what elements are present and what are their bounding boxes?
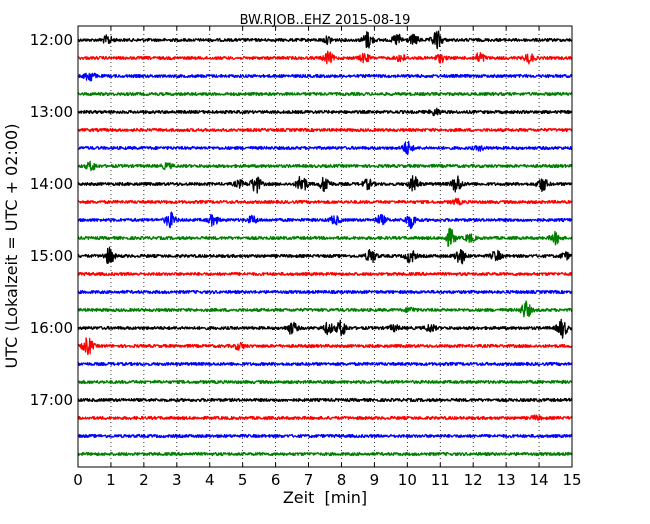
x-tick-label: 6 — [271, 471, 281, 489]
trace-row-1315 — [77, 127, 573, 133]
y-tick-label: 15:00 — [30, 247, 73, 265]
y-tick-label: 12:00 — [30, 31, 73, 49]
x-axis-ticks: 0 1 2 3 4 5 6 7 8 9 10 11 12 13 14 15 — [73, 26, 582, 489]
x-tick-label: 9 — [370, 471, 380, 489]
trace-row-1515 — [77, 271, 573, 277]
y-tick-label: 13:00 — [30, 103, 73, 121]
trace-row-1530 — [77, 289, 573, 295]
x-tick-label: 10 — [398, 471, 417, 489]
trace-row-1430 — [77, 211, 573, 230]
x-tick-label: 12 — [464, 471, 483, 489]
x-tick-label: 8 — [337, 471, 347, 489]
trace-row-1215 — [77, 50, 573, 65]
y-tick-label: 17:00 — [30, 391, 73, 409]
x-tick-label: 2 — [139, 471, 149, 489]
trace-row-1500 — [77, 246, 573, 265]
trace-row-1445 — [77, 227, 573, 247]
x-tick-label: 1 — [106, 471, 116, 489]
trace-row-1645 — [77, 379, 573, 385]
plot-frame — [77, 25, 573, 468]
trace-row-1700 — [77, 397, 573, 403]
trace-row-1600 — [77, 318, 573, 339]
trace-row-1415 — [77, 197, 573, 206]
trace-row-1630 — [77, 361, 573, 367]
trace-row-1245 — [77, 91, 573, 97]
x-tick-label: 4 — [205, 471, 215, 489]
x-tick-label: 14 — [530, 471, 549, 489]
trace-rows — [77, 30, 573, 457]
x-tick-label: 5 — [238, 471, 248, 489]
x-tick-label: 3 — [172, 471, 182, 489]
trace-row-1330 — [77, 140, 573, 156]
y-axis-label: UTC (Lokalzeit = UTC + 02:00) — [2, 124, 21, 369]
trace-row-1230 — [77, 72, 573, 82]
grid-lines — [110, 26, 540, 467]
trace-row-1545 — [77, 300, 573, 318]
trace-row-1715 — [77, 414, 573, 421]
trace-row-1615 — [77, 337, 573, 356]
x-tick-label: 7 — [304, 471, 314, 489]
trace-row-1400 — [77, 175, 573, 194]
trace-row-1200 — [77, 30, 573, 50]
x-axis-label: Zeit [min] — [283, 488, 367, 507]
x-tick-label: 11 — [431, 471, 450, 489]
x-tick-label: 15 — [562, 471, 581, 489]
trace-row-1300 — [77, 107, 573, 117]
y-tick-label: 14:00 — [30, 175, 73, 193]
trace-row-1745 — [77, 451, 573, 457]
y-tick-label: 16:00 — [30, 319, 73, 337]
y-axis-ticks: 12:00 13:00 14:00 15:00 16:00 17:00 — [30, 31, 572, 409]
x-tick-label: 13 — [497, 471, 516, 489]
trace-row-1345 — [77, 160, 573, 172]
trace-row-1730 — [77, 433, 573, 439]
x-tick-label: 0 — [73, 471, 83, 489]
chart-title: BW.RJOB..EHZ 2015-08-19 — [240, 13, 411, 28]
